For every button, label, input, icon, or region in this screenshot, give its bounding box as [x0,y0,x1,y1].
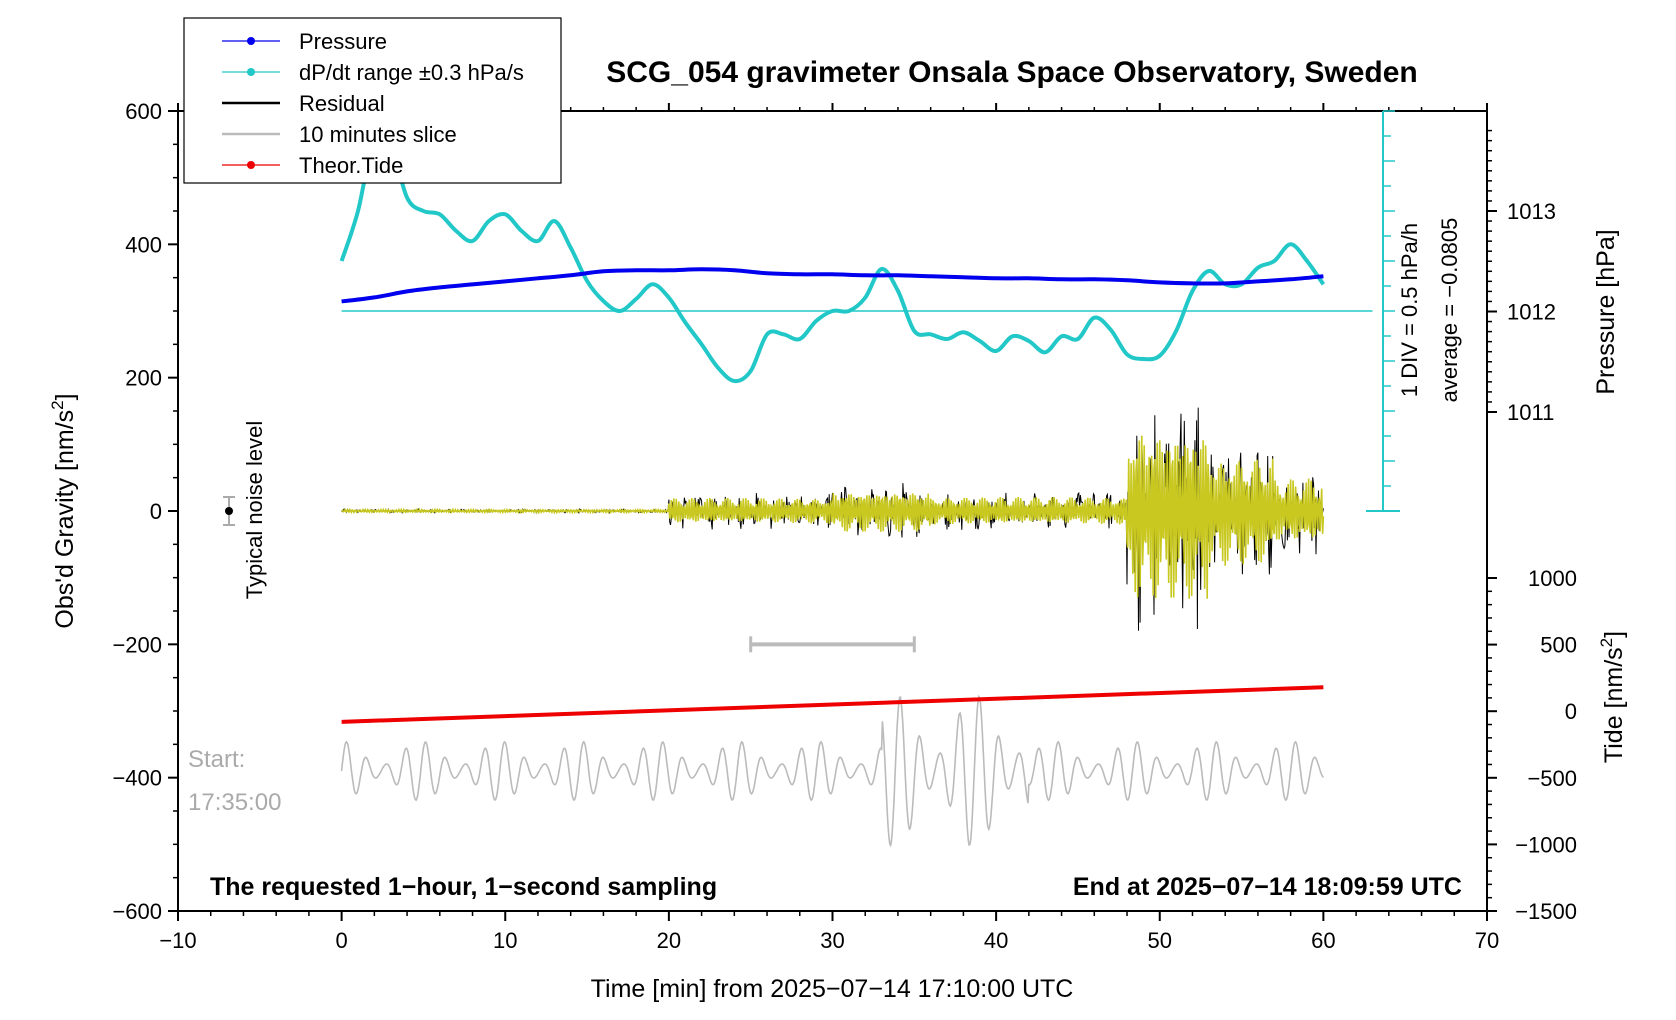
tide-series [341,685,1324,724]
legend-label-4: Theor.Tide [299,153,403,178]
y-tick-label: −400 [112,766,162,791]
x-tick-label: −10 [159,928,196,953]
y-tick-label: 600 [125,99,162,124]
start-time: 17:35:00 [188,789,281,816]
tide-tick-label: 500 [1540,633,1577,658]
legend-label-3: 10 minutes slice [299,122,457,147]
tide-tick-label: −1000 [1515,832,1577,857]
y-tick-label: −600 [112,899,162,924]
legend-marker-4 [247,161,255,169]
x-tick-label: 50 [1148,928,1172,953]
legend-marker-1 [247,68,255,76]
pressure-tick-label: 1012 [1507,300,1556,325]
legend-label-1: dP/dt range ±0.3 hPa/s [299,60,524,85]
x-tick-label: 30 [820,928,844,953]
y-tick-label: −200 [112,632,162,657]
div-scale-label: 1 DIV = 0.5 hPa/h [1397,223,1422,397]
x-tick-label: 60 [1311,928,1335,953]
filtered-series [341,435,1325,599]
pressure-series [341,267,1324,304]
x-tick-label: 10 [493,928,517,953]
x-tick-label: 70 [1475,928,1499,953]
x-tick-label: 0 [336,928,348,953]
y-left-axis-title: Obs'd Gravity [nm/s2] [48,393,79,628]
start-label: Start: [188,746,245,773]
y-tick-label: 0 [150,499,162,524]
pressure-axis-ticks: 1013 1012 1011 [1487,129,1556,425]
slice-series [340,694,1325,848]
y-left-axis-ticks: 600 400 200 0 −200 −400 −600 [112,99,178,924]
legend-label-2: Residual [299,91,385,116]
noise-marker [223,496,235,526]
pressure-axis-title: Pressure [hPa] [1592,229,1620,394]
pressure-tick-label: 1011 [1507,400,1554,425]
tide-axis-title: Tide [nm/s2] [1597,631,1628,763]
chart-title: SCG_054 gravimeter Onsala Space Observat… [606,56,1418,89]
y-tick-label: 400 [125,232,162,257]
pressure-tick-label: 1013 [1507,199,1556,224]
y-tick-label: 200 [125,366,162,391]
tide-tick-label: −500 [1527,766,1577,791]
series-layer [339,130,1373,848]
dpdt-scale-bar [1366,110,1400,512]
tide-axis-ticks: 1000 500 0 −500 −1000 −1500 [1487,566,1577,924]
tide-tick-label: 0 [1565,699,1577,724]
end-time-note: End at 2025−07−14 18:09:59 UTC [1073,873,1462,901]
noise-level-label: Typical noise level [242,421,267,600]
x-axis-title: Time [min] from 2025−07−14 17:10:00 UTC [591,975,1074,1003]
average-label: average = −0.0805 [1437,218,1462,403]
x-axis-ticks: −10 0 10 20 30 40 50 60 70 [159,103,1499,953]
tide-tick-label: −1500 [1515,899,1577,924]
tide-tick-label: 1000 [1528,566,1577,591]
x-tick-label: 20 [657,928,681,953]
legend-label-0: Pressure [299,29,387,54]
x-tick-label: 40 [984,928,1008,953]
legend: Pressure dP/dt range ±0.3 hPa/s Residual 10… [183,17,562,184]
sampling-note: The requested 1−hour, 1−second sampling [210,873,717,901]
legend-marker-0 [247,37,255,45]
legend-box [183,17,562,184]
dpdt-series [339,130,1326,384]
